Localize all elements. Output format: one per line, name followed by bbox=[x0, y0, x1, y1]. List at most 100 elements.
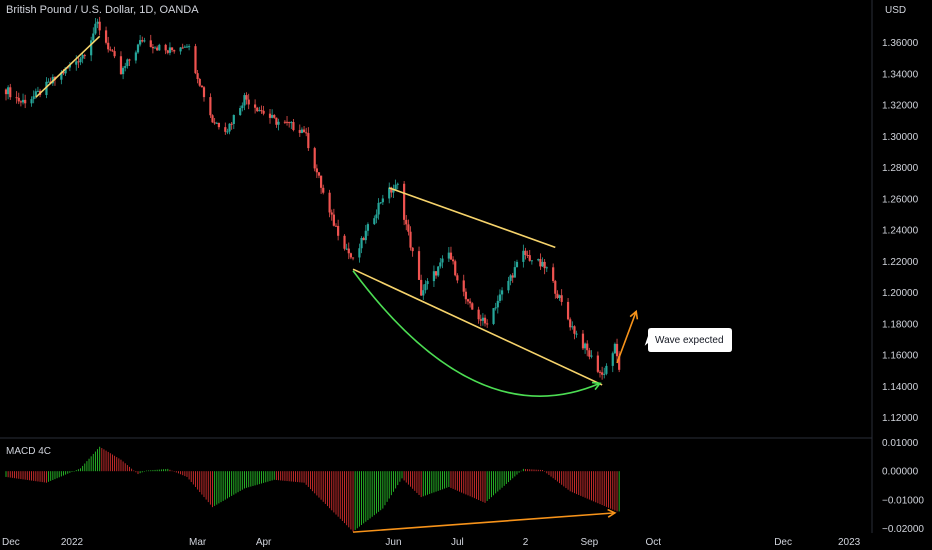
price-tick: 1.18000 bbox=[882, 319, 919, 330]
macd-bar bbox=[442, 471, 443, 490]
candle bbox=[81, 52, 84, 64]
macd-bar bbox=[393, 471, 394, 492]
macd-bar bbox=[329, 471, 331, 509]
macd-bar bbox=[331, 471, 333, 511]
macd-bar bbox=[482, 471, 484, 502]
candle bbox=[198, 77, 201, 87]
price-tick: 1.24000 bbox=[882, 226, 919, 237]
time-tick: 2023 bbox=[838, 537, 861, 548]
candle bbox=[513, 261, 516, 278]
macd-bar bbox=[603, 471, 605, 506]
candle bbox=[243, 92, 246, 111]
macd-bar bbox=[69, 471, 71, 473]
macd-bar bbox=[601, 471, 603, 506]
candle bbox=[247, 93, 250, 110]
macd-bar bbox=[503, 471, 505, 486]
macd-bar bbox=[20, 471, 22, 480]
macd-bar bbox=[282, 471, 284, 481]
candle bbox=[524, 247, 527, 260]
time-axis[interactable]: Dec 2022 Mar Apr Jun Jul 2 Sep Oct Dec 2023 bbox=[2, 537, 861, 548]
macd-bar bbox=[414, 471, 416, 491]
macd-bar bbox=[173, 471, 175, 472]
candle bbox=[403, 181, 406, 226]
macd-bar bbox=[454, 471, 456, 490]
macd-bar bbox=[584, 471, 586, 498]
candle bbox=[36, 86, 40, 93]
macd-bar bbox=[190, 471, 192, 482]
candle bbox=[313, 146, 316, 172]
candle bbox=[596, 351, 599, 374]
price-tick: 1.34000 bbox=[882, 69, 919, 80]
macd-bar bbox=[120, 459, 122, 472]
divergence-line[interactable] bbox=[352, 512, 615, 533]
channel-lower[interactable] bbox=[352, 268, 603, 386]
candle bbox=[124, 62, 127, 72]
macd-bar bbox=[465, 471, 467, 495]
macd-bar bbox=[218, 471, 220, 504]
projection-arrow[interactable] bbox=[616, 311, 637, 364]
macd-bar bbox=[254, 471, 256, 486]
macd-bar bbox=[422, 471, 424, 497]
candle bbox=[185, 44, 189, 48]
candle bbox=[483, 314, 487, 327]
candle bbox=[211, 114, 214, 123]
macd-bar bbox=[388, 471, 390, 499]
wave-expected-callout[interactable]: Wave expected bbox=[644, 328, 732, 352]
candle bbox=[143, 37, 146, 43]
macd-bar bbox=[220, 471, 222, 503]
macd-bar bbox=[369, 471, 371, 519]
candle bbox=[590, 350, 593, 359]
macd-bar bbox=[199, 471, 201, 493]
macd-bar bbox=[22, 471, 24, 480]
candle bbox=[469, 298, 472, 308]
macd-bar bbox=[320, 471, 322, 500]
divergence-line-head bbox=[607, 508, 617, 518]
curve-arc[interactable] bbox=[352, 270, 601, 397]
macd-bar bbox=[107, 451, 109, 472]
macd-bar bbox=[484, 471, 486, 503]
candle bbox=[500, 287, 504, 301]
macd-bar bbox=[522, 468, 524, 472]
macd-bar bbox=[535, 469, 537, 472]
macd-bar bbox=[373, 471, 375, 516]
candle bbox=[256, 106, 259, 113]
macd-bar bbox=[295, 471, 296, 482]
macd-axis[interactable]: 0.01000 0.00000 −0.01000 −0.02000 bbox=[882, 438, 924, 535]
macd-bar bbox=[605, 471, 607, 507]
macd-bar bbox=[214, 471, 216, 506]
price-tick: 1.26000 bbox=[882, 194, 919, 205]
candle bbox=[149, 34, 152, 48]
candle bbox=[379, 202, 382, 205]
channel-upper[interactable] bbox=[388, 187, 556, 249]
candle bbox=[217, 122, 221, 130]
macd-bar bbox=[178, 471, 179, 474]
macd-bar bbox=[180, 471, 182, 475]
macd-bar bbox=[403, 471, 405, 481]
macd-bar bbox=[148, 470, 150, 472]
macd-bar bbox=[167, 468, 169, 472]
macd-bar bbox=[520, 470, 522, 472]
macd-bar bbox=[54, 471, 56, 480]
macd-bar bbox=[512, 471, 514, 479]
macd-bar bbox=[246, 471, 248, 488]
macd-bar bbox=[26, 471, 28, 480]
macd-bar bbox=[286, 471, 288, 482]
candle bbox=[224, 122, 227, 135]
macd-bar bbox=[160, 469, 162, 472]
macd-bar bbox=[312, 471, 314, 492]
macd-bar bbox=[297, 471, 299, 483]
macd-bar bbox=[188, 471, 190, 480]
price-axis[interactable]: 1.36000 1.34000 1.32000 1.30000 1.28000 1.260… bbox=[882, 38, 919, 424]
macd-bar bbox=[224, 471, 226, 500]
macd-bar bbox=[597, 471, 599, 504]
candle bbox=[90, 36, 93, 62]
macd-bar bbox=[435, 471, 437, 492]
macd-bar bbox=[542, 470, 543, 472]
macd-bar bbox=[267, 471, 269, 482]
candle bbox=[109, 46, 112, 52]
price-tick: 1.28000 bbox=[882, 163, 919, 174]
candle bbox=[232, 114, 235, 130]
macd-bar bbox=[233, 471, 235, 495]
trendline[interactable] bbox=[35, 35, 101, 98]
